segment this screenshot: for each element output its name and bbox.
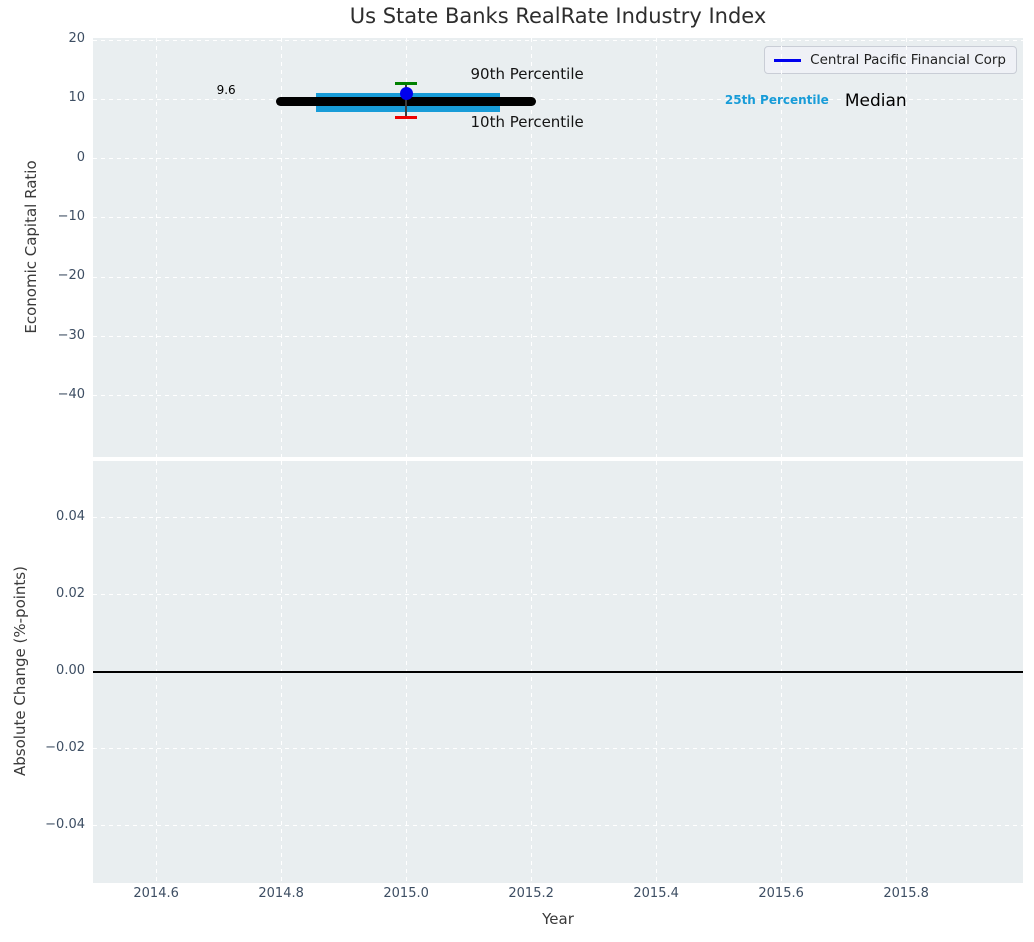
- y-tick-label: −10: [57, 208, 85, 224]
- x-tick-label: 2015.6: [758, 886, 804, 901]
- gridline-horizontal: [93, 517, 1023, 519]
- gridline-horizontal: [93, 336, 1023, 338]
- y-tick-label: −0.02: [45, 739, 85, 755]
- gridline-horizontal: [93, 594, 1023, 596]
- gridline-horizontal: [93, 217, 1023, 219]
- p90-cap: [395, 81, 418, 85]
- gridline-vertical: [780, 38, 782, 457]
- top-panel-economic-capital-ratio: Central Pacific Financial Corp 9.6 90th P…: [93, 38, 1023, 457]
- chart-title: Us State Banks RealRate Industry Index: [349, 4, 767, 28]
- gridline-vertical: [530, 38, 532, 457]
- y-tick-label: 0: [76, 149, 85, 165]
- y-tick-label: 20: [68, 31, 85, 47]
- gridline-horizontal: [93, 39, 1023, 41]
- gridline-horizontal: [93, 98, 1023, 100]
- y-tick-label: 10: [68, 90, 85, 106]
- y-tick-label: −30: [57, 327, 85, 343]
- gridline-vertical: [905, 38, 907, 457]
- x-tick-label: 2015.4: [633, 886, 679, 901]
- x-tick-label: 2015.8: [883, 886, 929, 901]
- legend-label: Central Pacific Financial Corp: [810, 52, 1006, 68]
- y-axis-label-top: Economic Capital Ratio: [22, 160, 40, 334]
- gridline-vertical: [405, 38, 407, 457]
- whisker-line: [405, 83, 408, 118]
- zero-line: [93, 670, 1023, 673]
- gridline-horizontal: [93, 825, 1023, 827]
- y-tick-label: 0.00: [56, 662, 85, 678]
- gridline-vertical: [280, 38, 282, 457]
- annotation-90th-percentile: 90th Percentile: [470, 65, 584, 84]
- y-tick-label: 0.04: [56, 508, 85, 524]
- gridline-horizontal: [93, 158, 1023, 160]
- y-tick-label: −0.04: [45, 816, 85, 832]
- gridline-vertical: [155, 38, 157, 457]
- gridline-horizontal: [93, 276, 1023, 278]
- legend-line-icon: [774, 58, 802, 62]
- y-tick-label: −20: [57, 268, 85, 284]
- x-tick-label: 2015.2: [508, 886, 554, 901]
- annotation-9-6: 9.6: [216, 83, 236, 98]
- x-tick-label: 2014.8: [258, 886, 304, 901]
- annotation-10th-percentile: 10th Percentile: [470, 113, 584, 132]
- y-tick-label: 0.02: [56, 585, 85, 601]
- x-axis-label: Year: [542, 910, 574, 928]
- annotation-median: Median: [844, 90, 907, 111]
- annotation-25th-percentile: 25th Percentile: [724, 92, 829, 107]
- p10-cap: [395, 115, 418, 119]
- company-point: [399, 86, 413, 100]
- gridline-horizontal: [93, 395, 1023, 397]
- legend: Central Pacific Financial Corp: [764, 46, 1017, 74]
- x-tick-label: 2015.0: [383, 886, 429, 901]
- x-tick-label: 2014.6: [133, 886, 179, 901]
- y-tick-label: −40: [57, 386, 85, 402]
- gridline-horizontal: [93, 748, 1023, 750]
- gridline-vertical: [655, 38, 657, 457]
- bottom-panel-absolute-change: [93, 461, 1023, 883]
